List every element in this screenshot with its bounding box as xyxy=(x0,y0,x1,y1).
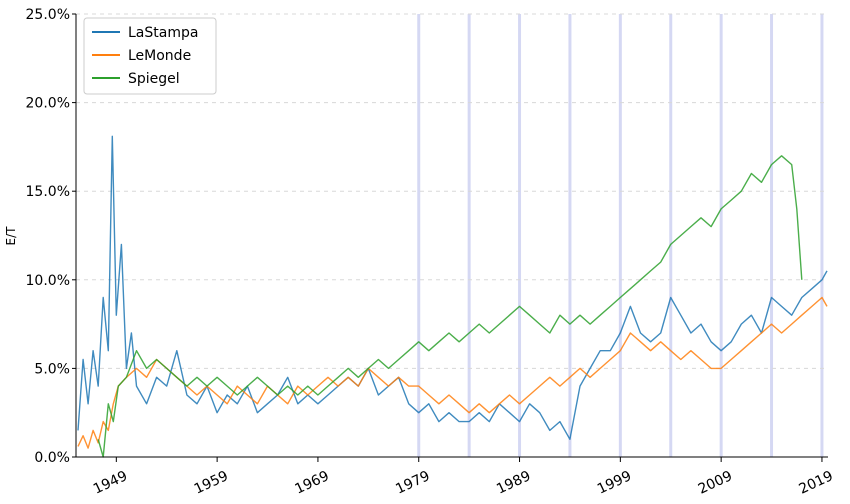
x-tick-label: 1989 xyxy=(494,468,533,498)
legend-label-spiegel: Spiegel xyxy=(128,71,180,87)
y-axis-label: E/T xyxy=(4,226,18,246)
series-line-lemonde xyxy=(77,296,828,449)
legend-box xyxy=(83,17,217,95)
y-tick-label: 20.0% xyxy=(26,96,70,112)
y-tick-label: 5.0% xyxy=(34,361,70,377)
y-tick-label: 15.0% xyxy=(26,184,70,200)
legend-label-lemonde: LeMonde xyxy=(128,48,191,64)
y-tick-label: 10.0% xyxy=(26,273,70,289)
x-tick-label: 1979 xyxy=(393,468,432,498)
series-layer xyxy=(77,135,828,458)
series-line-lastampa xyxy=(77,135,828,440)
y-tick-label: 25.0% xyxy=(26,7,70,23)
y-tick-label: 0.0% xyxy=(34,450,70,466)
x-axis-ticks: 1949 1959 1969 1979 1989 1999 2009 2019 xyxy=(91,457,836,498)
x-tick-label: 2019 xyxy=(797,468,836,498)
highlight-lines xyxy=(417,14,824,457)
series-line-spiegel xyxy=(97,155,803,458)
legend: LaStampa LeMonde Spiegel xyxy=(83,17,217,95)
x-tick-label: 1959 xyxy=(192,468,231,498)
y-axis-ticks: 0.0% 5.0% 10.0% 15.0% 20.0% 25.0% xyxy=(26,7,76,466)
x-tick-label: 1969 xyxy=(293,468,332,498)
x-tick-label: 1999 xyxy=(595,468,634,498)
x-tick-label: 2009 xyxy=(696,468,735,498)
legend-label-lastampa: LaStampa xyxy=(128,25,198,41)
x-tick-label: 1949 xyxy=(91,468,130,498)
axes xyxy=(75,14,828,458)
